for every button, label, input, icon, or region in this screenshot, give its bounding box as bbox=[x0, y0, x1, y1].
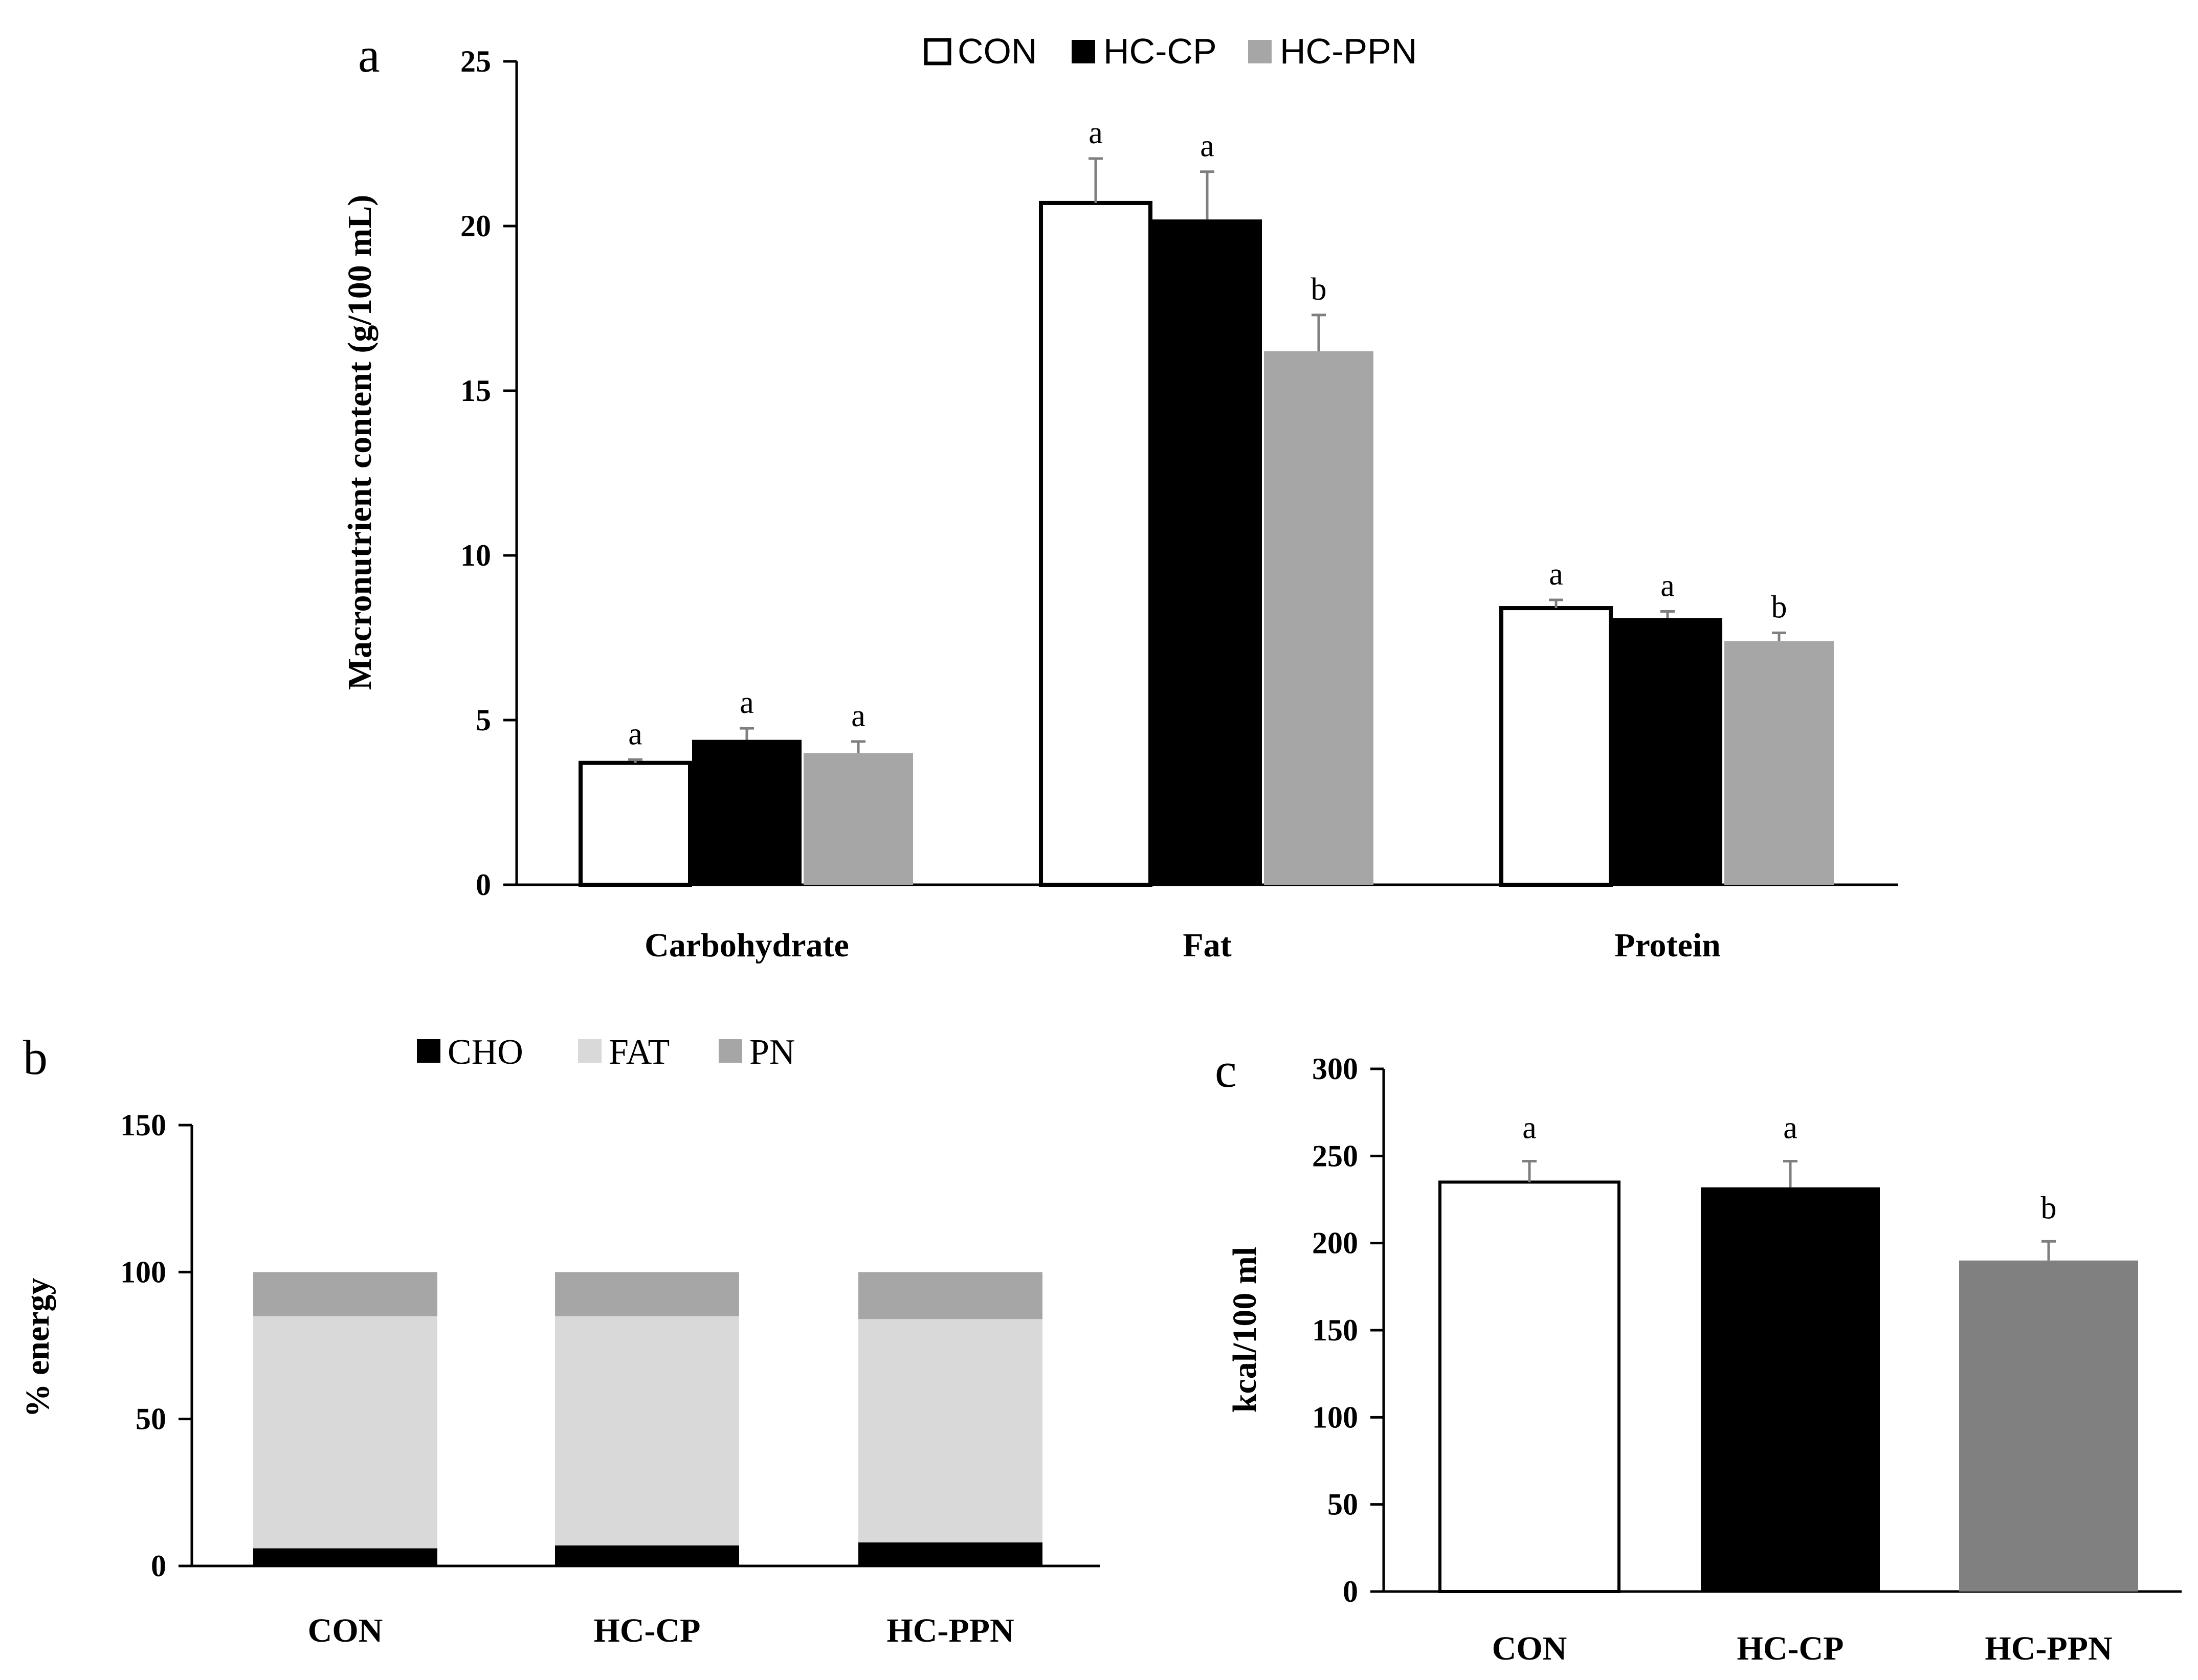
chart-a-y-tick-label: 5 bbox=[476, 703, 491, 737]
chart-b-legend-label-pn: PN bbox=[749, 1033, 795, 1072]
chart-c-category-label-hc-cp: HC-CP bbox=[1737, 1630, 1844, 1667]
chart-a-bar-protein-con bbox=[1499, 606, 1613, 887]
chart-b-legend-swatch-cho bbox=[417, 1039, 440, 1063]
chart-b: 0 50 100 150 % energy b CON HC-CP HC-PPN CHO FAT PN bbox=[19, 1030, 1100, 1649]
chart-a-y-axis-label: Macronutrient content (g/100 mL) bbox=[341, 195, 379, 690]
chart-b-legend-label-fat: FAT bbox=[609, 1033, 670, 1072]
chart-c-bar-con bbox=[1438, 1180, 1620, 1593]
chart-b-legend-swatch-pn bbox=[719, 1039, 742, 1063]
chart-c: 0 50 100 150 200 250 300 kcal/100 ml c a CON a HC-CP… bbox=[1215, 1043, 2182, 1667]
chart-a-legend-label-hc-ppn: HC-PPN bbox=[1280, 31, 1417, 71]
chart-a-significance-letter: a bbox=[740, 685, 754, 720]
chart-a-bar-carbohydrate-hc-cp bbox=[692, 740, 802, 885]
chart-c-y-tick-label: 200 bbox=[1312, 1226, 1358, 1260]
chart-c-bar-hc-ppn bbox=[1959, 1260, 2138, 1592]
chart-a-legend-swatch-hc-ppn bbox=[1248, 40, 1272, 63]
chart-b-segment-con-fat bbox=[253, 1316, 437, 1549]
chart-b-y-tick-label: 0 bbox=[151, 1549, 166, 1583]
chart-b-segment-hc-cp-pn bbox=[555, 1272, 739, 1316]
chart-c-panel-label: c bbox=[1215, 1043, 1237, 1097]
chart-c-significance-letter: a bbox=[1522, 1111, 1537, 1146]
chart-c-y-tick-label: 50 bbox=[1327, 1488, 1358, 1521]
chart-c-bar-hc-cp bbox=[1701, 1187, 1880, 1592]
chart-c-category-label-hc-ppn: HC-PPN bbox=[1985, 1630, 2112, 1667]
chart-a-significance-letter: a bbox=[1089, 116, 1103, 150]
chart-c-category-label-con: CON bbox=[1492, 1630, 1567, 1667]
chart-a-y-tick-label: 20 bbox=[460, 209, 491, 243]
chart-a-bar-fat-hc-cp bbox=[1152, 219, 1262, 885]
chart-a-y-tick-label: 15 bbox=[460, 374, 491, 408]
chart-b-segment-hc-ppn-pn bbox=[858, 1272, 1042, 1319]
chart-a-bar-fat-hc-ppn bbox=[1264, 351, 1373, 885]
chart-c-y-tick-label: 0 bbox=[1343, 1575, 1358, 1608]
chart-c-y-tick-label: 250 bbox=[1312, 1139, 1358, 1173]
chart-a-legend: CON HC-CP HC-PPN bbox=[924, 31, 1417, 71]
chart-b-y-tick-label: 50 bbox=[136, 1402, 166, 1436]
chart-b-segment-hc-ppn-cho bbox=[858, 1542, 1042, 1566]
chart-b-segment-con-cho bbox=[253, 1548, 437, 1566]
chart-b-y-axis-label: % energy bbox=[19, 1278, 56, 1417]
chart-a-significance-letter: b bbox=[1311, 272, 1327, 307]
chart-a-legend-label-con: CON bbox=[958, 31, 1037, 71]
chart-c-y-tick-label: 300 bbox=[1312, 1052, 1358, 1086]
chart-a-bar-carbohydrate-con bbox=[579, 760, 692, 887]
chart-c-y-tick-label: 100 bbox=[1312, 1400, 1358, 1434]
chart-b-legend-label-cho: CHO bbox=[448, 1033, 523, 1072]
chart-a-significance-letter: a bbox=[851, 699, 865, 733]
chart-a-bar-fat-con bbox=[1039, 200, 1152, 887]
chart-a-legend-swatch-con bbox=[924, 38, 951, 65]
chart-a-significance-letter: a bbox=[1549, 557, 1563, 592]
chart-a: 0 5 10 15 20 25 Macronutrient content (g/100 m… bbox=[341, 28, 1898, 964]
chart-a-significance-letter: a bbox=[628, 716, 642, 751]
chart-a-legend-swatch-hc-cp bbox=[1072, 40, 1095, 63]
chart-a-category-label-fat: Fat bbox=[1183, 927, 1231, 964]
chart-a-y-tick-label: 10 bbox=[460, 539, 491, 572]
chart-b-panel-label: b bbox=[23, 1030, 48, 1085]
chart-a-legend-label-hc-cp: HC-CP bbox=[1103, 31, 1217, 71]
chart-b-legend-swatch-fat bbox=[578, 1039, 602, 1063]
chart-a-significance-letter: b bbox=[1771, 590, 1787, 624]
chart-b-segment-con-pn bbox=[253, 1272, 437, 1316]
chart-b-y-tick-label: 150 bbox=[120, 1108, 166, 1142]
chart-a-y-tick-label: 0 bbox=[476, 868, 491, 902]
chart-a-significance-letter: a bbox=[1660, 568, 1675, 603]
chart-a-bar-protein-hc-ppn bbox=[1724, 641, 1834, 885]
chart-c-y-axis-label: kcal/100 ml bbox=[1226, 1247, 1263, 1413]
chart-b-segment-hc-cp-cho bbox=[555, 1545, 739, 1566]
chart-b-segment-hc-cp-fat bbox=[555, 1316, 739, 1545]
chart-a-bar-carbohydrate-hc-ppn bbox=[804, 753, 913, 885]
chart-c-y-tick-label: 150 bbox=[1312, 1313, 1358, 1347]
chart-a-bar-protein-hc-cp bbox=[1613, 618, 1722, 885]
chart-a-category-label-carbohydrate: Carbohydrate bbox=[645, 927, 849, 964]
chart-c-significance-letter: a bbox=[1783, 1111, 1797, 1146]
chart-b-y-tick-label: 100 bbox=[120, 1255, 166, 1289]
chart-a-panel-label: a bbox=[358, 28, 380, 82]
chart-a-significance-letter: a bbox=[1200, 129, 1214, 164]
chart-c-significance-letter: b bbox=[2041, 1191, 2057, 1225]
chart-a-y-tick-label: 25 bbox=[460, 44, 491, 78]
chart-b-legend: CHO FAT PN bbox=[417, 1033, 795, 1072]
chart-a-category-label-protein: Protein bbox=[1614, 927, 1721, 964]
chart-b-segment-hc-ppn-fat bbox=[858, 1319, 1042, 1543]
chart-b-category-label-hc-ppn: HC-PPN bbox=[886, 1612, 1014, 1649]
chart-b-category-label-hc-cp: HC-CP bbox=[594, 1612, 701, 1649]
chart-b-category-label-con: CON bbox=[308, 1612, 383, 1649]
